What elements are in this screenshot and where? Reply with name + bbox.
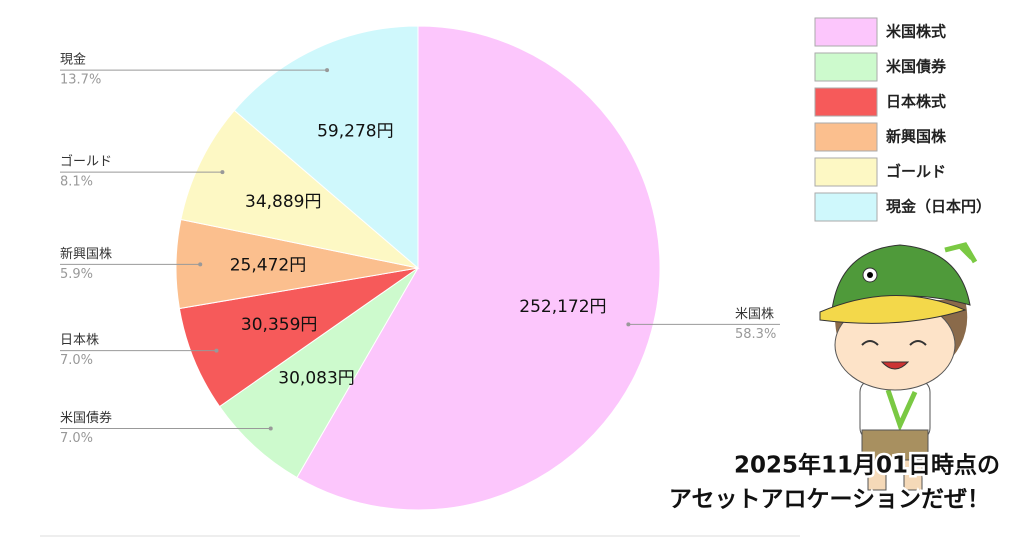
annotation: 2025年11月01日時点の	[734, 452, 1000, 479]
legend-swatch	[814, 87, 878, 117]
legend-swatch	[814, 17, 878, 47]
value-label: 30,083円	[278, 369, 354, 389]
legend-label: 現金（日本円）	[886, 198, 991, 216]
callout-dot	[268, 426, 273, 431]
callout-dot	[626, 322, 631, 327]
legend-swatch	[814, 157, 878, 187]
legend-label: 米国株式	[886, 23, 946, 41]
percentage-label: 58.3%	[735, 327, 776, 342]
value-label: 30,359円	[241, 315, 317, 335]
legend-label: 日本株式	[886, 93, 946, 111]
legend-swatch	[814, 192, 878, 222]
pie-slice	[180, 109, 420, 269]
value-label: 34,889円	[245, 192, 321, 212]
legend-swatch	[814, 52, 878, 82]
percentage-label: 7.0%	[60, 431, 93, 446]
callout-label: 日本株	[60, 333, 99, 348]
pie-slice	[218, 267, 419, 479]
callout-label: 現金	[60, 52, 86, 68]
callout-label: 米国株	[735, 307, 774, 322]
callout-dot	[198, 262, 203, 267]
mascot	[819, 242, 978, 491]
percentage-label: 5.9%	[60, 267, 93, 282]
value-label: 252,172円	[519, 297, 606, 317]
legend-label: 新興国株	[886, 128, 947, 146]
annotation: アセットアロケーションだぜ！	[669, 487, 990, 513]
percentage-label: 13.7%	[60, 73, 101, 88]
value-label: 25,472円	[230, 255, 306, 275]
callout-label: 米国債券	[60, 410, 112, 426]
value-label: 59,278円	[317, 122, 393, 142]
legend-label: 米国債券	[886, 58, 947, 76]
percentage-label: 7.0%	[60, 353, 93, 368]
legend-label: ゴールド	[886, 163, 946, 181]
pie-slice	[178, 267, 419, 408]
callout-dot	[214, 348, 219, 353]
callout-dot	[325, 68, 330, 73]
pie-slice	[296, 25, 661, 511]
percentage-label: 8.1%	[60, 175, 93, 190]
pie-slice	[233, 25, 419, 270]
callout-label: 新興国株	[60, 246, 112, 262]
callout-dot	[220, 170, 225, 175]
callout-label: ゴールド	[60, 154, 112, 170]
legend-swatch	[814, 122, 878, 152]
